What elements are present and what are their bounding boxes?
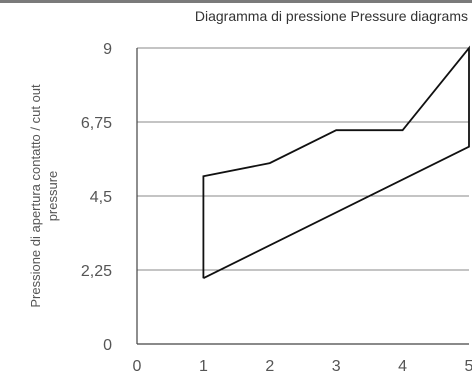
x-tick-label: 2 xyxy=(265,358,274,375)
chart-title: Diagramma di pressione Pressure diagrams xyxy=(194,8,468,24)
x-tick-label: 3 xyxy=(332,358,341,375)
x-tick-label: 4 xyxy=(398,358,407,375)
y-axis-label: pressure xyxy=(45,171,60,222)
x-tick-label: 1 xyxy=(199,358,208,375)
series-line-0 xyxy=(202,45,470,280)
y-axis-label: Pressione di apertura contatto / cut out xyxy=(28,84,43,308)
y-tick-label: 6,75 xyxy=(81,115,112,132)
x-tick-label: 0 xyxy=(133,358,142,375)
x-tick-label: 5 xyxy=(465,358,472,375)
top-border-band xyxy=(0,0,472,3)
y-tick-label: 2,25 xyxy=(81,263,112,280)
y-tick-label: 9 xyxy=(103,41,112,58)
y-tick-label: 4,5 xyxy=(90,189,112,206)
y-tick-label: 0 xyxy=(103,337,112,354)
